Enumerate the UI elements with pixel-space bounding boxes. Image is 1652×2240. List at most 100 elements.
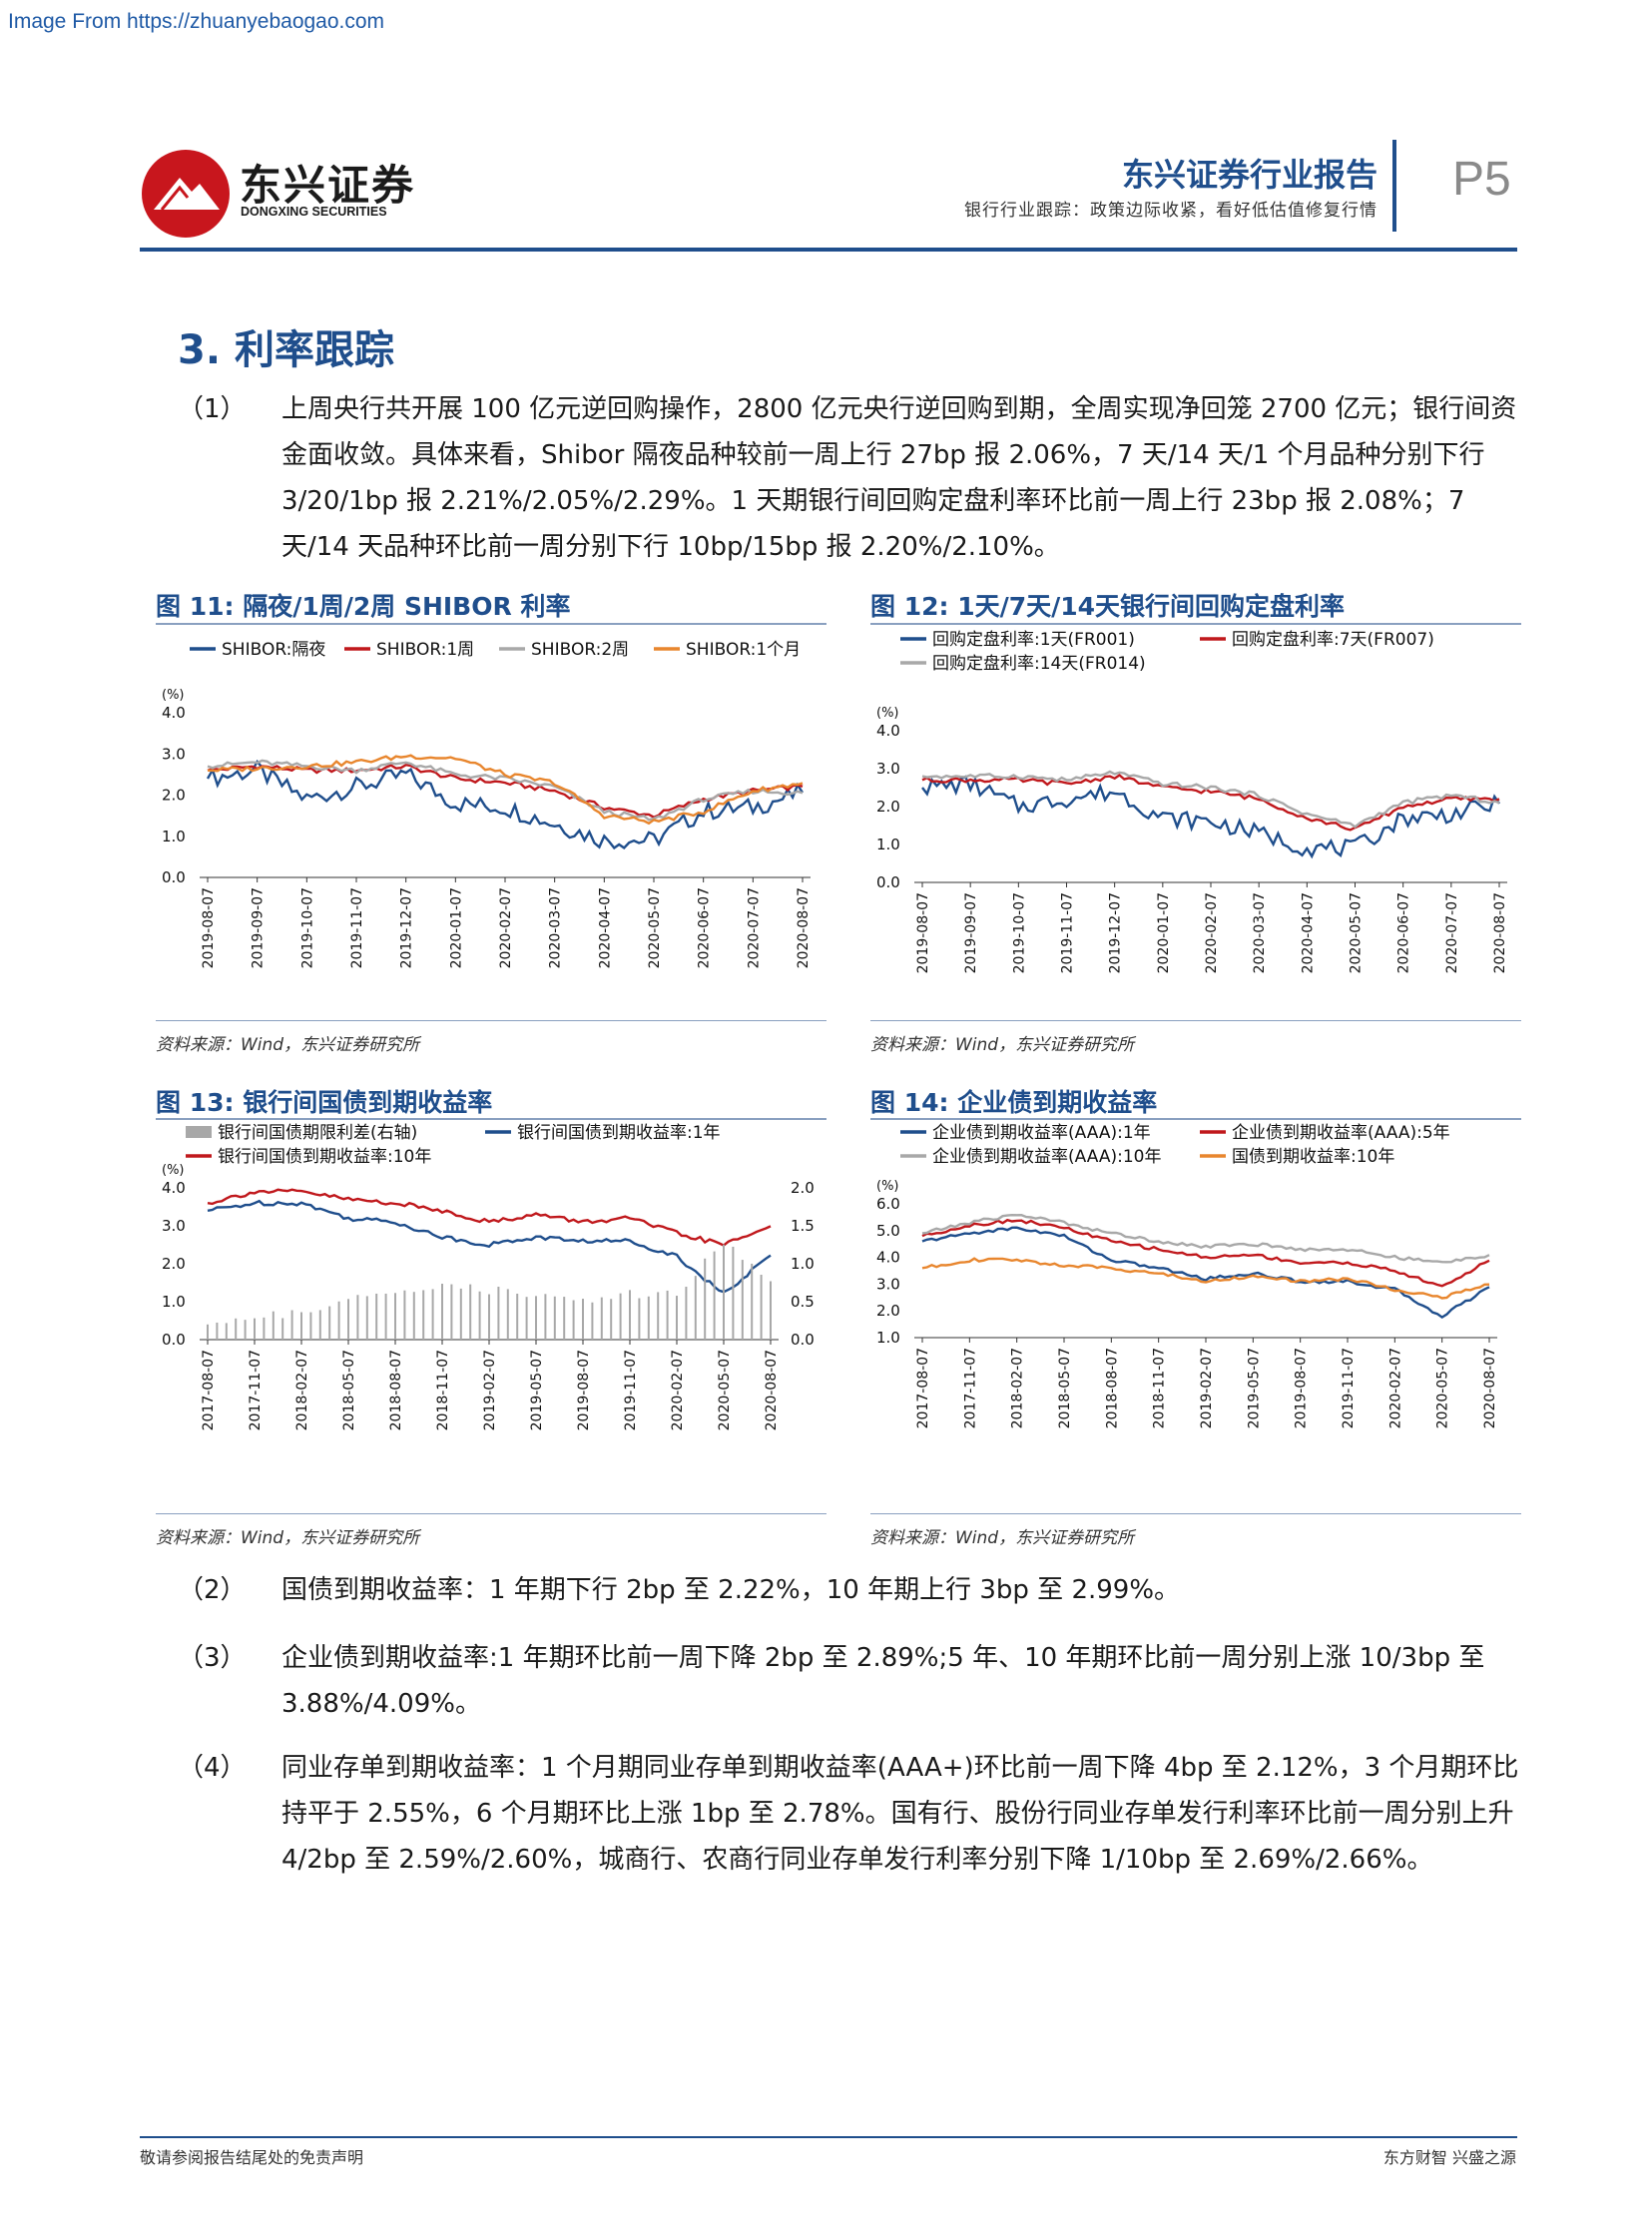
x-tick-label: 2019-02-07 [1199,1348,1215,1428]
spread-bar [525,1297,528,1340]
x-tick-label: 2018-05-07 [341,1350,357,1430]
source-url[interactable]: Image From https://zhuanyebaogao.com [8,10,385,33]
x-tick-label: 2019-02-07 [482,1350,498,1430]
series-line [921,1257,1490,1300]
figure-rule [156,1020,826,1021]
paragraph-number: （3） [178,1643,247,1673]
y-tick-label: 4.0 [162,704,186,722]
spread-bar [685,1287,688,1340]
y2-tick-label: 1.5 [791,1217,815,1235]
x-tick-label: 2020-02-07 [1204,892,1220,973]
x-tick-label: 2019-10-07 [1011,892,1027,973]
x-tick-label: 2020-01-07 [448,887,464,968]
x-tick-label: 2017-11-07 [962,1348,978,1428]
x-tick-label: 2020-02-07 [670,1350,686,1430]
chart-corporate-bond-yield: 企业债到期收益率(AAA):1年 企业债到期收益率(AAA):5年企业债到期收益率… [876,1123,1498,1428]
spread-bar [422,1290,425,1340]
x-tick-label: 2020-04-07 [1300,892,1316,973]
spread-bar [647,1296,650,1340]
x-tick-label: 2020-08-07 [1492,892,1508,973]
spread-bar [516,1293,519,1340]
figure-rule [870,1020,1521,1021]
series-line [207,759,804,822]
y-tick-label: 0.0 [162,868,186,886]
spread-bar [713,1251,716,1340]
report-subtitle: 银行行业跟踪：政策边际收紧，看好低估值修复行情 [964,201,1377,221]
x-tick-label: 2019-11-07 [623,1350,639,1430]
y-axis-unit: (%) [162,688,185,703]
footer-slogan: 东方财智 兴盛之源 [1382,2148,1516,2167]
spread-bar [535,1296,537,1340]
spread-bar [469,1284,472,1340]
y-tick-label: 1.0 [162,1293,186,1311]
x-tick-label: 2020-06-07 [1396,892,1412,973]
x-tick-label: 2018-02-07 [294,1350,310,1430]
spread-bar [638,1298,641,1340]
y-tick-label: 5.0 [876,1222,900,1240]
spread-bar [591,1302,594,1340]
spread-bar [694,1276,697,1340]
y-tick-label: 3.0 [162,1217,186,1235]
spread-bar [619,1293,622,1340]
spread-bar [225,1323,228,1340]
y-tick-label: 2.0 [162,1255,186,1273]
x-tick-label: 2020-03-07 [1252,892,1268,973]
spread-bar [375,1293,378,1340]
header-rule [140,248,1517,252]
paragraph-number: （2） [178,1575,247,1605]
spread-bar [704,1258,707,1340]
paragraph-text: 国债到期收益率：1 年期下行 2bp 至 2.22%，10 年期上行 3bp 至… [281,1575,1181,1605]
x-tick-label: 2020-08-07 [1482,1348,1498,1428]
spread-bar [760,1275,763,1340]
footer-disclaimer: 敬请参阅报告结尾处的免责声明 [140,2148,364,2167]
spread-bar [478,1291,481,1340]
x-tick-label: 2018-11-07 [435,1350,451,1430]
figure-rule [870,623,1521,625]
series-line [921,1226,1490,1320]
y-tick-label: 1.0 [876,836,900,853]
paragraph-1: （1） 上周央行共开展 100 亿元逆回购操作，2800 亿元央行逆回购到期，全… [178,386,1520,570]
figure-14-source: 资料来源：Wind，东兴证券研究所 [870,1528,1135,1548]
legend-label: SHIBOR:2周 [531,640,629,660]
spread-bar [497,1286,500,1340]
x-tick-label: 2017-08-07 [915,1348,931,1428]
spread-bar [235,1318,238,1340]
paragraph-number: （1） [178,394,247,424]
spread-bar [582,1299,584,1340]
spread-bar [394,1293,396,1340]
logo-mark [142,150,230,238]
y-axis-unit: (%) [876,1179,899,1194]
legend-label: 回购定盘利率:14天(FR014) [932,654,1146,674]
spread-bar [506,1289,509,1340]
x-tick-label: 2019-05-07 [529,1350,545,1430]
paragraph-number: （4） [178,1753,247,1783]
figure-13-source: 资料来源：Wind，东兴证券研究所 [156,1528,420,1548]
paragraph-text: 同业存单到期收益率：1 个月期同业存单到期收益率(AAA+)环比前一周下降 4b… [281,1753,1519,1875]
spread-bar [254,1318,256,1340]
spread-bar [450,1284,453,1340]
spread-bar [216,1322,219,1340]
paragraph-2: （2） 国债到期收益率：1 年期下行 2bp 至 2.22%，10 年期上行 3… [178,1567,1520,1613]
x-tick-label: 2020-04-07 [597,887,613,968]
legend-label: SHIBOR:1周 [376,640,474,660]
series-line [207,754,804,826]
x-tick-label: 2017-08-07 [201,1350,217,1430]
spread-bar [563,1297,566,1340]
spread-bar [751,1263,754,1340]
spread-bar [263,1317,266,1340]
spread-bar [572,1300,575,1340]
section-title: 3. 利率跟踪 [178,327,394,373]
series-line [207,1188,772,1248]
y-tick-label: 0.0 [876,873,900,891]
logo-text-cn: 东兴证券 [240,161,416,210]
y-tick-label: 1.0 [876,1329,900,1347]
figure-12-title: 图 12: 1天/7天/14天银行间回购定盘利率 [870,592,1346,621]
spread-bar [723,1244,725,1340]
y-tick-label: 3.0 [876,760,900,778]
spread-bar [244,1320,247,1340]
spread-bar [459,1288,462,1340]
spread-bar [544,1294,547,1340]
spread-bar [629,1290,631,1340]
logo-text-en: DONGXING SECURITIES [241,205,387,219]
series-line [207,1199,772,1294]
